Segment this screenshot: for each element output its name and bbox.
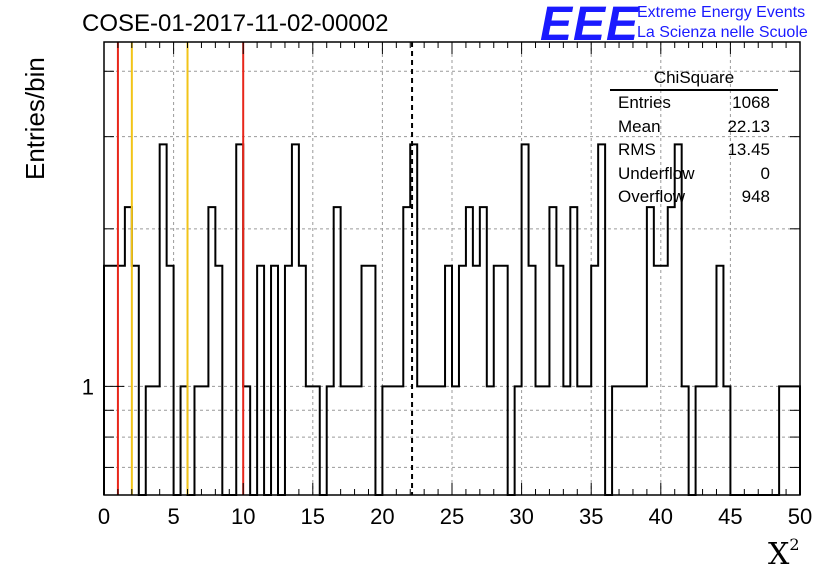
- x-tick-label: 10: [231, 504, 255, 529]
- stats-row-underflow: Underflow 0: [618, 163, 770, 183]
- x-tick-label: 15: [301, 504, 325, 529]
- x-axis-label: X2: [768, 535, 800, 572]
- x-tick-label: 40: [649, 504, 673, 529]
- chart-title: COSE-01-2017-11-02-00002: [82, 10, 389, 37]
- x-tick-label: 5: [167, 504, 179, 529]
- stats-row-overflow: Overflow 948: [618, 187, 770, 206]
- x-tick-label: 20: [370, 504, 394, 529]
- logo-line-1: Extreme Energy Events: [637, 4, 806, 21]
- x-tick-label: 25: [440, 504, 464, 529]
- x-tick-label: 30: [509, 504, 533, 529]
- x-tick-label: 35: [579, 504, 603, 529]
- logo-line-2: La Scienza nelle Scuole: [637, 24, 808, 41]
- x-tick-label: 0: [98, 504, 110, 529]
- histogram-series: [103, 143, 801, 496]
- eee-logo: EEE: [540, 0, 640, 51]
- stats-box: ChiSquare Entries 1068 Mean 22.13 RMS 13.45…: [610, 68, 778, 211]
- stats-row-rms: RMS 13.45: [618, 140, 770, 159]
- y-axis-label: Entries/bin: [20, 57, 50, 180]
- x-tick-label: 45: [718, 504, 742, 529]
- y-tick-label: 1: [82, 374, 94, 399]
- x-tick-label: 50: [788, 504, 812, 529]
- stats-row-mean: Mean 22.13: [618, 116, 770, 136]
- stats-row-entries: Entries 1068: [618, 93, 770, 112]
- stats-title: ChiSquare: [610, 68, 778, 91]
